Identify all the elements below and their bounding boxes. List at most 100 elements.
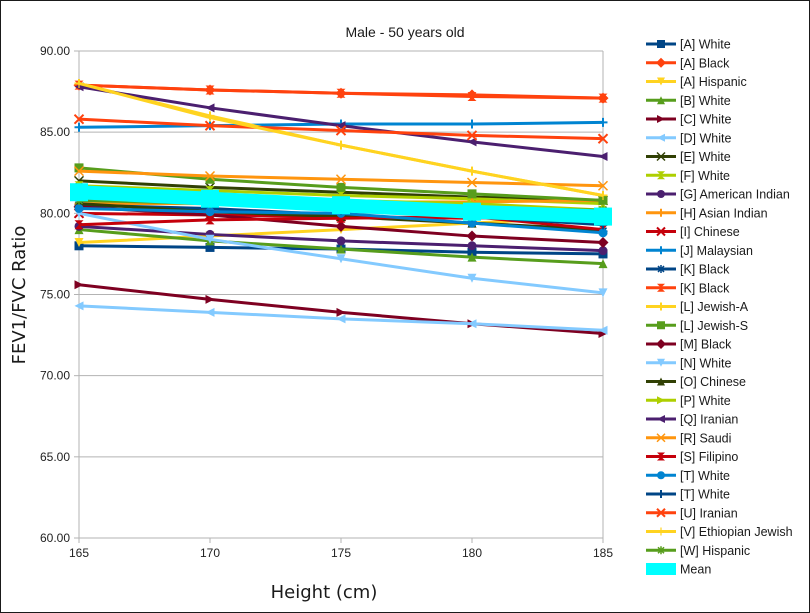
legend-label: [A] White: [680, 38, 731, 52]
data-point: [657, 415, 665, 423]
data-point: [335, 125, 347, 136]
legend-item: [A] Black: [646, 56, 730, 70]
data-point: [205, 307, 215, 317]
data-point: [656, 433, 666, 443]
data-point: [205, 242, 215, 252]
data-point: [205, 294, 215, 304]
data-point: [598, 117, 608, 127]
legend-swatch: [646, 563, 676, 575]
data-point: [205, 174, 215, 184]
legend-item: [L] Jewish-A: [646, 300, 749, 314]
data-point: [466, 130, 478, 141]
legend-label: [K] Black: [680, 263, 730, 277]
series-u-iranian: [73, 113, 609, 144]
data-point: [598, 246, 608, 256]
legend-label: [T] White: [680, 488, 730, 502]
data-point: [657, 302, 665, 311]
x-tick-label: 170: [200, 546, 220, 560]
data-point: [74, 203, 84, 213]
data-point: [657, 133, 665, 142]
data-point: [657, 283, 665, 292]
chart-title: Male - 50 years old: [345, 24, 464, 40]
data-point: [598, 288, 608, 298]
data-point: [657, 377, 665, 386]
legend-label: [O] Chinese: [680, 375, 746, 389]
legend-item: [W] Hispanic: [646, 544, 750, 558]
data-point: [467, 319, 477, 329]
legend-label: [F] White: [680, 169, 730, 183]
x-tick-labels: 165 170 175 180 185: [69, 546, 613, 560]
data-point: [467, 119, 477, 129]
legend-label: [M] Black: [680, 338, 732, 352]
legend-label: [B] White: [680, 94, 731, 108]
legend-item: [T] White: [646, 469, 730, 483]
legend-label: [D] White: [680, 131, 731, 145]
data-point: [656, 339, 666, 349]
y-tick-label: 75.00: [40, 288, 70, 302]
legend-label: [I] Chinese: [680, 225, 740, 239]
legend-item: [T] White: [646, 488, 730, 502]
legend-label: [N] White: [680, 356, 731, 370]
data-point: [656, 226, 666, 237]
data-point: [205, 113, 215, 123]
data-point: [598, 93, 608, 103]
data-point: [657, 527, 665, 536]
data-point: [657, 96, 665, 105]
legend-item: [J] Malaysian: [646, 244, 753, 258]
legend-item: [M] Black: [646, 338, 732, 352]
data-point: [657, 490, 665, 498]
data-point: [467, 189, 477, 199]
legend-item: [I] Chinese: [646, 225, 740, 239]
legend-label: [V] Ethiopian Jewish: [680, 525, 793, 539]
data-point: [205, 103, 215, 113]
data-point: [657, 40, 665, 48]
data-point: [70, 183, 88, 202]
data-point: [73, 113, 85, 125]
x-tick-label: 185: [593, 546, 613, 560]
data-point: [336, 244, 346, 254]
legend-label: [R] Saudi: [680, 431, 731, 445]
data-point: [597, 133, 609, 144]
data-point: [336, 307, 346, 317]
legend-label: Mean: [680, 563, 711, 577]
legend-item: [N] White: [646, 356, 731, 370]
legend-label: [Q] Iranian: [680, 413, 738, 427]
legend-label: [L] Jewish-A: [680, 300, 749, 314]
data-point: [657, 358, 665, 367]
x-axis-title: Height (cm): [271, 582, 378, 603]
data-point: [204, 120, 216, 131]
legend-label: [A] Hispanic: [680, 75, 747, 89]
data-point: [657, 171, 665, 180]
data-point: [205, 234, 215, 244]
data-point: [336, 88, 346, 98]
data-point: [332, 196, 350, 215]
data-point: [467, 273, 477, 283]
data-point: [598, 152, 608, 162]
series-d-white: [74, 301, 608, 335]
y-axis-title: FEV1/FVC Ratio: [9, 226, 30, 365]
data-point: [74, 78, 84, 88]
legend-label: [W] Hispanic: [680, 544, 750, 558]
data-point: [467, 241, 477, 251]
data-point: [657, 190, 665, 198]
data-point: [463, 202, 481, 221]
data-point: [74, 301, 84, 311]
legend-label: [J] Malaysian: [680, 244, 753, 258]
data-point: [336, 182, 346, 192]
legend-item: [E] White: [646, 150, 731, 164]
data-point: [73, 166, 85, 177]
legend-item: [G] American Indian: [646, 188, 790, 202]
data-point: [467, 91, 477, 101]
legend-item: [S] Filipino: [646, 450, 738, 464]
legend-item: [P] White: [646, 394, 731, 408]
data-point: [336, 314, 346, 324]
data-point: [598, 259, 608, 269]
data-point: [467, 247, 477, 257]
data-point: [598, 190, 608, 200]
data-point: [466, 230, 478, 242]
legend-item: [H] Asian Indian: [646, 206, 768, 220]
data-point: [205, 207, 215, 217]
series-v-ethiopian-jewish: [74, 78, 608, 200]
data-point: [657, 265, 665, 273]
data-point: [336, 254, 346, 264]
